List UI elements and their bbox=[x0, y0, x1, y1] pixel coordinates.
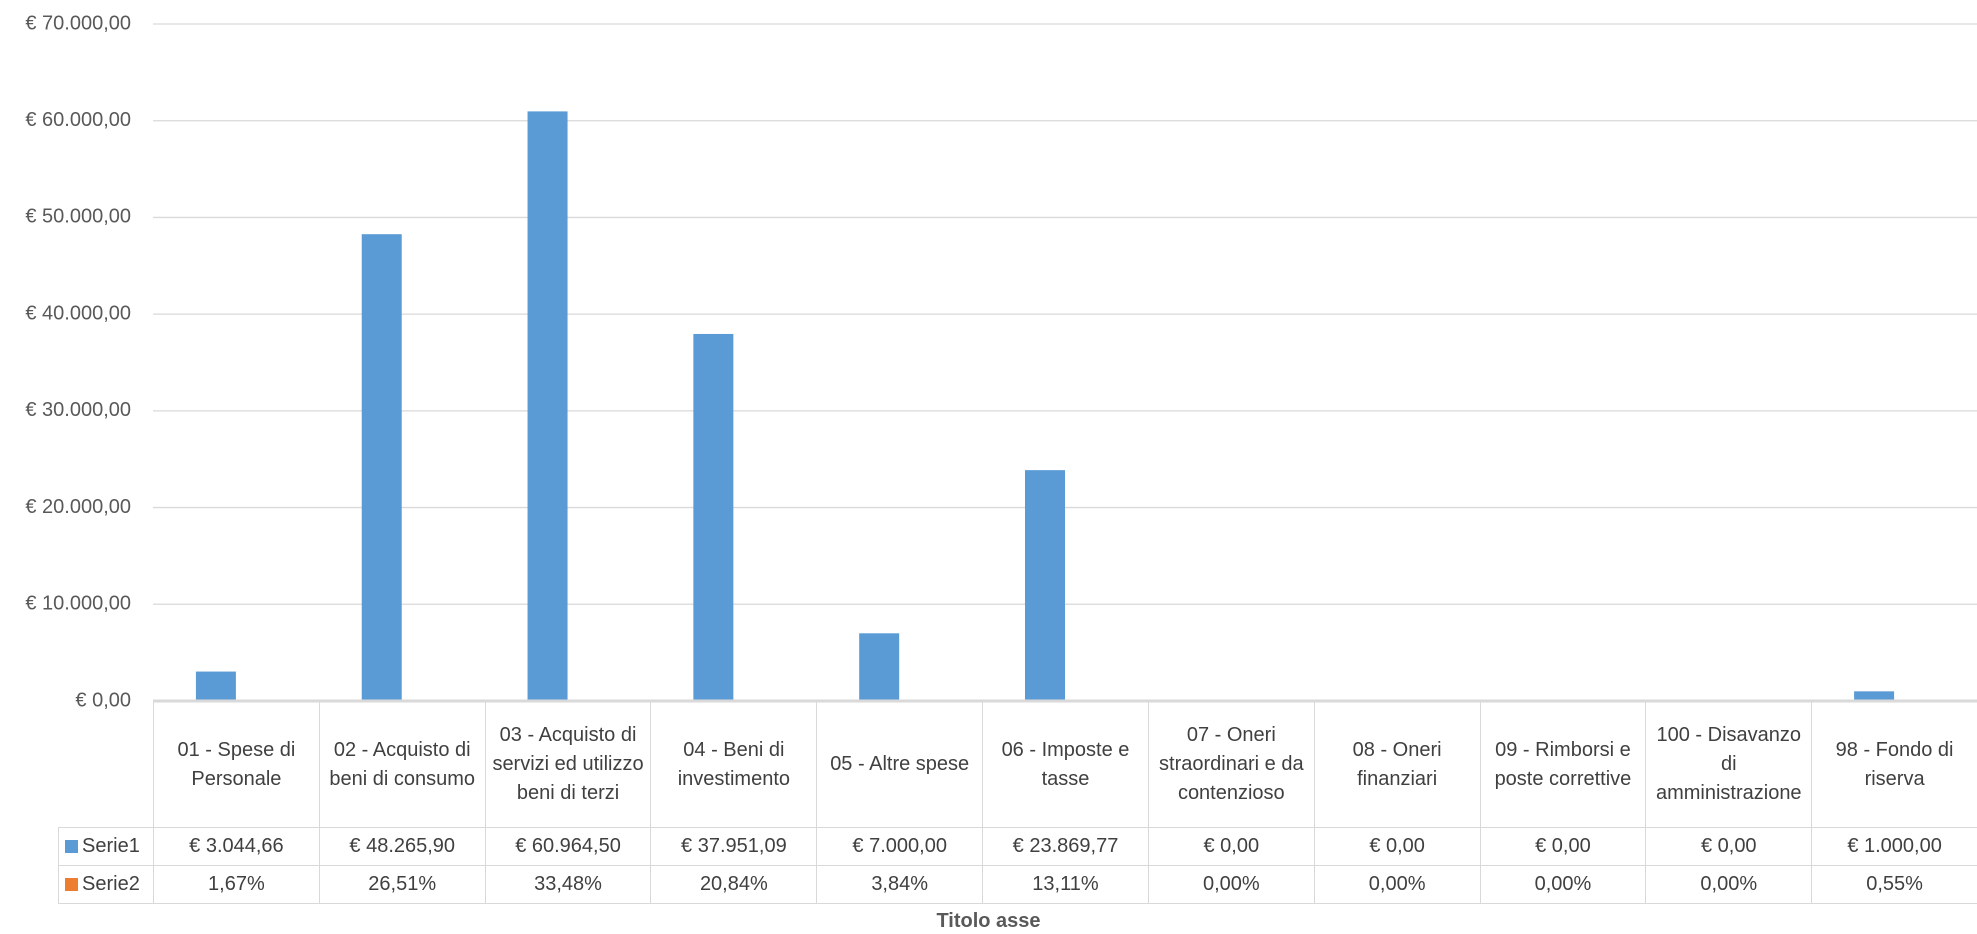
table-value: € 7.000,00 bbox=[816, 827, 984, 866]
category-label: 09 - Rimborsi e poste correttive bbox=[1479, 701, 1647, 828]
table-value: 20,84% bbox=[650, 865, 818, 904]
bar bbox=[1025, 470, 1065, 701]
table-value: 0,00% bbox=[1645, 865, 1813, 904]
table-value: 0,00% bbox=[1313, 865, 1481, 904]
table-value: € 48.265,90 bbox=[318, 827, 486, 866]
table-value: € 3.044,66 bbox=[153, 827, 320, 866]
y-tick-label: € 20.000,00 bbox=[25, 496, 131, 518]
bar bbox=[859, 633, 900, 701]
table-value: 13,11% bbox=[982, 865, 1149, 904]
category-label: 100 - Disavanzo di amministrazione bbox=[1645, 701, 1813, 828]
y-tick-label: € 70.000,00 bbox=[25, 12, 131, 34]
category-label: 06 - Imposte e tasse bbox=[982, 701, 1149, 828]
table-value: 26,51% bbox=[318, 865, 486, 904]
table-value: € 60.964,50 bbox=[484, 827, 652, 866]
table-value: € 37.951,09 bbox=[650, 827, 818, 866]
legend-entry: Serie2 bbox=[58, 865, 154, 904]
table-value: € 0,00 bbox=[1479, 827, 1647, 866]
legend-swatch bbox=[65, 840, 78, 853]
y-tick-label: € 40.000,00 bbox=[25, 302, 131, 324]
y-tick-label: € 50.000,00 bbox=[25, 206, 131, 228]
y-tick-label: € 10.000,00 bbox=[25, 593, 131, 615]
category-label: 03 - Acquisto di servizi ed utilizzo ben… bbox=[484, 701, 652, 828]
y-tick-label: € 0,00 bbox=[75, 689, 131, 711]
category-label: 04 - Beni di investimento bbox=[650, 701, 818, 828]
category-label: 01 - Spese di Personale bbox=[153, 701, 320, 828]
table-value: € 0,00 bbox=[1645, 827, 1813, 866]
table-value: € 23.869,77 bbox=[982, 827, 1149, 866]
legend-entry: Serie1 bbox=[58, 827, 154, 866]
table-value: 1,67% bbox=[153, 865, 320, 904]
table-value: 0,00% bbox=[1479, 865, 1647, 904]
legend-swatch bbox=[65, 878, 78, 891]
table-value: 33,48% bbox=[484, 865, 652, 904]
category-label: 98 - Fondo di riserva bbox=[1811, 701, 1977, 828]
table-value: € 0,00 bbox=[1147, 827, 1315, 866]
y-tick-label: € 30.000,00 bbox=[25, 399, 131, 421]
category-label: 02 - Acquisto di beni di consumo bbox=[318, 701, 486, 828]
category-label: 07 - Oneri straordinari e da contenzioso bbox=[1147, 701, 1315, 828]
table-value: 0,55% bbox=[1811, 865, 1977, 904]
category-label: 08 - Oneri finanziari bbox=[1313, 701, 1481, 828]
bar bbox=[1854, 691, 1895, 701]
table-value: € 0,00 bbox=[1313, 827, 1481, 866]
legend-label: Serie2 bbox=[82, 873, 140, 895]
bar bbox=[527, 111, 568, 702]
category-label: 05 - Altre spese bbox=[816, 701, 984, 828]
table-value: 3,84% bbox=[816, 865, 984, 904]
legend-label: Serie1 bbox=[82, 835, 140, 857]
table-value: 0,00% bbox=[1147, 865, 1315, 904]
table-value: € 1.000,00 bbox=[1811, 827, 1977, 866]
x-axis-title: Titolo asse bbox=[936, 910, 1041, 932]
bar bbox=[195, 671, 236, 701]
y-tick-label: € 60.000,00 bbox=[25, 109, 131, 131]
bar bbox=[361, 234, 402, 701]
bar bbox=[693, 333, 734, 701]
